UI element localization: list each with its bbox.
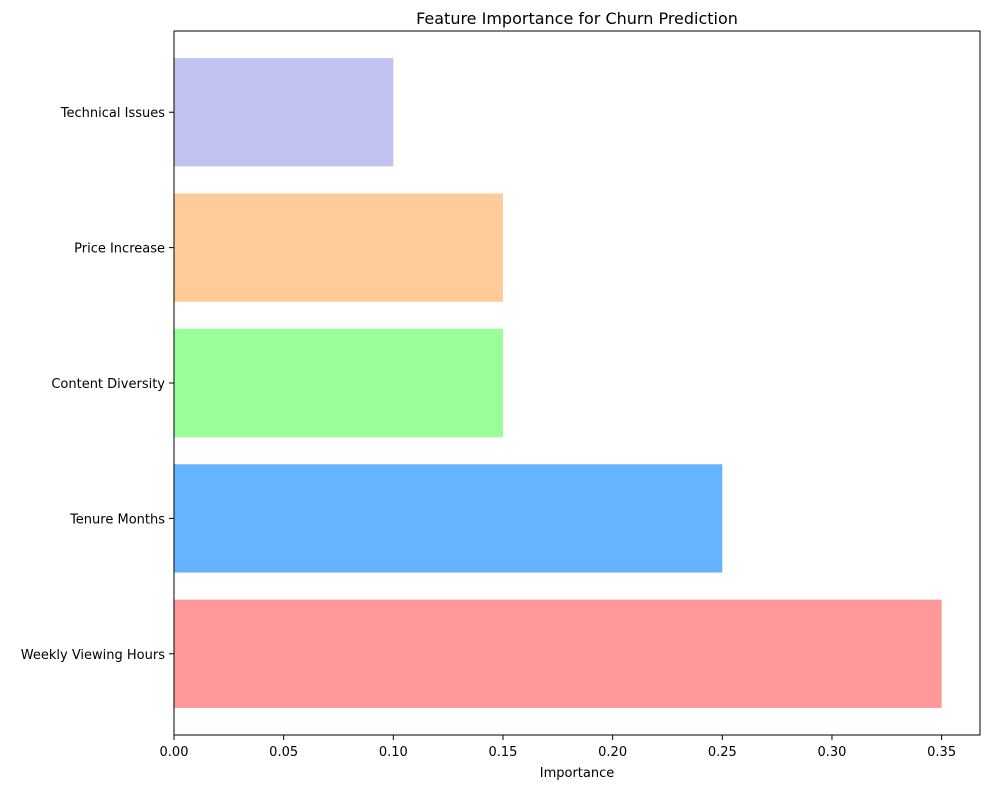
bar-technical-issues <box>174 58 394 167</box>
x-tick-label-1: 0.05 <box>269 745 298 760</box>
bar-content-diversity <box>174 328 503 438</box>
bar-tenure-months <box>174 464 723 573</box>
y-tick-label-technical-issues: Technical Issues <box>60 106 165 121</box>
bar-weekly-viewing-hours <box>174 599 942 708</box>
x-tick-label-0: 0.00 <box>160 745 189 760</box>
x-tick-label-3: 0.15 <box>489 745 518 760</box>
chart-title: Feature Importance for Churn Prediction <box>416 9 738 28</box>
y-axis: Weekly Viewing Hours Tenure Months Content… <box>21 106 174 663</box>
y-tick-label-tenure-months: Tenure Months <box>69 512 165 527</box>
x-axis: 0.00 0.05 0.10 0.15 0.20 0.25 0.30 0.35 <box>160 735 956 760</box>
bars-layer <box>174 58 942 708</box>
y-tick-label-price-increase: Price Increase <box>74 242 165 257</box>
x-tick-label-4: 0.20 <box>598 745 627 760</box>
x-axis-label: Importance <box>540 766 615 781</box>
x-tick-label-7: 0.35 <box>927 745 956 760</box>
y-tick-label-content-diversity: Content Diversity <box>51 377 165 392</box>
x-tick-label-5: 0.25 <box>708 745 737 760</box>
y-tick-label-weekly-viewing-hours: Weekly Viewing Hours <box>21 648 165 663</box>
x-tick-label-2: 0.10 <box>379 745 408 760</box>
bar-price-increase <box>174 193 503 302</box>
x-tick-label-6: 0.30 <box>817 745 846 760</box>
